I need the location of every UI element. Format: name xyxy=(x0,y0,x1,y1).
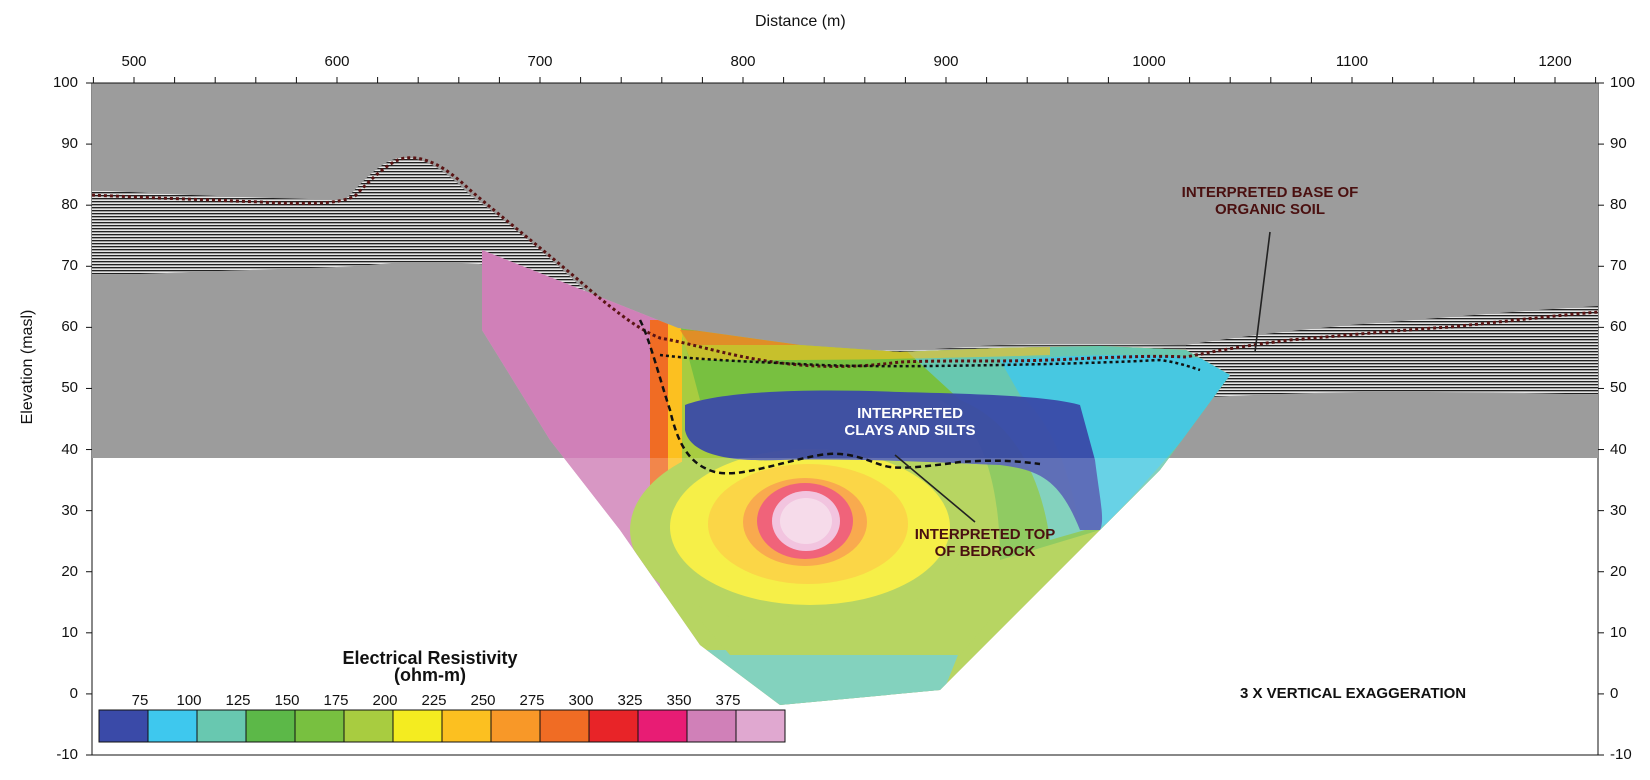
legend-swatch xyxy=(294,709,345,743)
y-tick-label-left: 0 xyxy=(69,684,78,702)
vertical-exaggeration-note: 3 X VERTICAL EXAGGERATION xyxy=(1240,685,1467,702)
y-tick-label-left: 30 xyxy=(61,501,78,519)
y-tick-label-right: 0 xyxy=(1610,684,1619,702)
legend-swatch xyxy=(98,709,149,743)
y-tick-label-left: 90 xyxy=(61,135,78,153)
y-tick-label-left: 80 xyxy=(61,196,78,214)
annotation-organic-soil-line1: INTERPRETED BASE OF xyxy=(1181,184,1359,201)
legend-tick-label: 175 xyxy=(323,692,349,709)
x-tick-marks xyxy=(92,77,1598,84)
y-tick-label-left: 10 xyxy=(61,623,78,641)
y-tick-label-right: 90 xyxy=(1610,135,1627,153)
legend-tick-label: 100 xyxy=(176,692,202,709)
y-tick-label-left: 60 xyxy=(61,318,78,336)
annotation-bedrock: INTERPRETED TOP OF BEDROCK xyxy=(890,526,1080,560)
legend-tick-label: 350 xyxy=(666,692,692,709)
legend-tick-label: 250 xyxy=(470,692,496,709)
y-tick-label-left: 50 xyxy=(61,379,78,397)
annotation-clays-silts: INTERPRETED CLAYS AND SILTS xyxy=(830,405,990,439)
legend-swatch xyxy=(588,709,639,743)
y-tick-label-right: 100 xyxy=(1610,74,1636,91)
legend-swatch xyxy=(637,709,688,743)
legend-swatch xyxy=(539,709,590,743)
y-tick-label-left: 100 xyxy=(52,74,78,91)
x-tick-label: 800 xyxy=(730,53,756,70)
y-tick-label-right: -10 xyxy=(1610,746,1632,763)
legend-title-line1: Electrical Resistivity xyxy=(342,648,518,668)
x-tick-label: 1200 xyxy=(1538,53,1572,70)
organic-soil-line xyxy=(92,156,1598,368)
legend-swatch xyxy=(245,709,296,743)
annotation-bedrock-line2: OF BEDROCK xyxy=(934,543,1036,560)
legend-tick-label: 200 xyxy=(372,692,398,709)
y-tick-label-left: 40 xyxy=(61,440,78,458)
legend-tick-label: 125 xyxy=(225,692,251,709)
gpr-radargram-right xyxy=(1186,306,1598,398)
x-tick-label: 1100 xyxy=(1335,53,1369,70)
y-tick-marks xyxy=(86,82,1604,756)
legend-tick-label: 325 xyxy=(617,692,643,709)
y-tick-label-left: -10 xyxy=(56,746,78,763)
y-tick-label-right: 50 xyxy=(1610,379,1627,397)
legend-swatch xyxy=(686,709,737,743)
legend-swatch xyxy=(196,709,247,743)
legend-swatch xyxy=(735,709,786,743)
bedrock-line xyxy=(638,319,1041,475)
legend-swatch xyxy=(392,709,443,743)
annotation-clays-silts-line1: INTERPRETED xyxy=(857,405,963,422)
legend-tick-label: 375 xyxy=(715,692,741,709)
legend-title: Electrical Resistivity (ohm-m) xyxy=(300,648,560,685)
annotation-organic-soil: INTERPRETED BASE OF ORGANIC SOIL xyxy=(1170,184,1370,218)
x-tick-label: 700 xyxy=(527,53,553,70)
y-tick-label-right: 70 xyxy=(1610,257,1627,275)
legend-tick-label: 75 xyxy=(131,692,149,709)
legend-title-line2: (ohm-m) xyxy=(394,665,466,685)
annotation-bedrock-line1: INTERPRETED TOP xyxy=(914,526,1056,543)
y-tick-label-right: 10 xyxy=(1610,623,1627,641)
legend-tick-label: 225 xyxy=(421,692,447,709)
y-tick-label-left: 20 xyxy=(61,562,78,580)
organic-soil-leader xyxy=(1254,231,1271,353)
annotation-organic-soil-line2: ORGANIC SOIL xyxy=(1214,201,1325,218)
x-axis-title: Distance (m) xyxy=(755,13,846,30)
y-tick-label-left: 70 xyxy=(61,257,78,275)
y-tick-label-right: 20 xyxy=(1610,562,1627,580)
legend-color-bar xyxy=(98,709,786,743)
legend-tick-label: 275 xyxy=(519,692,545,709)
y-tick-label-right: 40 xyxy=(1610,440,1627,458)
x-tick-label: 1000 xyxy=(1132,53,1166,70)
gpr-radargram-left xyxy=(92,157,680,380)
legend-swatch xyxy=(441,709,492,743)
y-tick-label-right: 60 xyxy=(1610,318,1627,336)
bedrock-line-upper xyxy=(659,353,1201,372)
annotation-clays-silts-line2: CLAYS AND SILTS xyxy=(844,422,976,439)
legend-tick-label: 300 xyxy=(568,692,594,709)
bedrock-leader xyxy=(894,454,976,523)
legend-swatch xyxy=(147,709,198,743)
y-tick-label-right: 30 xyxy=(1610,501,1627,519)
x-tick-label: 600 xyxy=(324,53,350,70)
legend-swatch xyxy=(490,709,541,743)
legend-swatch xyxy=(343,709,394,743)
legend-tick-label: 150 xyxy=(274,692,300,709)
y-axis-title: Elevation (masl) xyxy=(19,309,36,425)
x-tick-label: 500 xyxy=(121,53,147,70)
x-tick-label: 900 xyxy=(933,53,959,70)
y-tick-label-right: 80 xyxy=(1610,196,1627,214)
